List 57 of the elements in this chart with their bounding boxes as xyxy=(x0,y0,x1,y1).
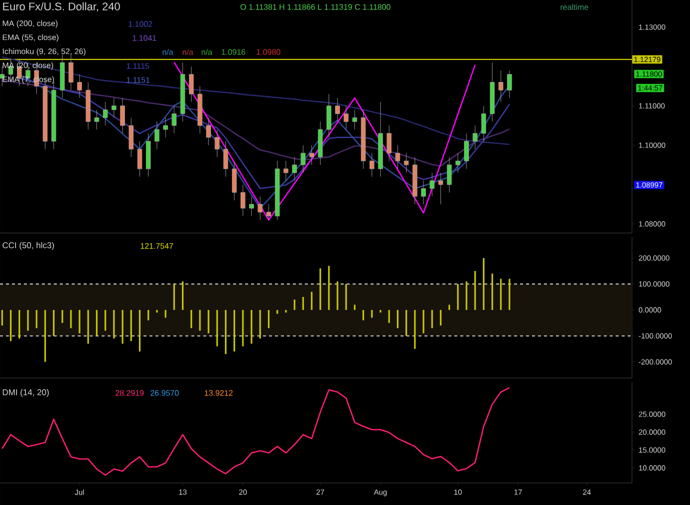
candlestick xyxy=(395,144,400,170)
candlestick xyxy=(490,62,495,122)
candlestick xyxy=(386,125,392,162)
candlestick xyxy=(68,54,74,90)
candlestick xyxy=(214,129,220,158)
candlestick xyxy=(412,156,418,204)
candlestick xyxy=(77,74,82,98)
candlestick xyxy=(232,160,237,201)
candlestick xyxy=(163,117,168,138)
candlestick xyxy=(146,133,151,177)
chart-title: Euro Fx/U.S. Dollar, 240 xyxy=(3,2,120,12)
candlestick xyxy=(274,160,280,220)
candlestick xyxy=(60,54,65,98)
candlestick xyxy=(258,196,263,220)
candlestick xyxy=(292,156,297,181)
candlestick xyxy=(481,106,486,142)
candlestick xyxy=(464,133,469,170)
candlestick xyxy=(120,98,125,134)
candlestick xyxy=(326,94,332,138)
candlestick xyxy=(318,121,323,166)
candlestick xyxy=(404,152,409,174)
candlestick xyxy=(360,110,366,170)
candlestick xyxy=(94,110,100,130)
candlestick xyxy=(206,117,211,146)
candlestick xyxy=(188,66,194,102)
candlestick xyxy=(344,106,348,130)
candlestick xyxy=(309,144,314,166)
candlestick xyxy=(198,86,202,134)
candlestick xyxy=(498,70,504,102)
candlestick xyxy=(455,152,460,174)
candlestick xyxy=(249,196,254,216)
candlestick xyxy=(335,98,340,122)
candlestick xyxy=(266,204,272,220)
candlestick xyxy=(507,70,512,98)
text: DMI (14, 20) xyxy=(2,389,49,397)
candlestick xyxy=(180,62,186,122)
candlestick xyxy=(128,117,134,158)
candlestick xyxy=(112,98,116,118)
candlestick xyxy=(172,106,177,134)
candlestick xyxy=(369,152,374,177)
candlestick xyxy=(421,180,426,204)
candlestick xyxy=(472,125,478,150)
candlestick xyxy=(154,121,160,150)
candlestick xyxy=(378,102,383,177)
line-series xyxy=(2,387,510,476)
candlestick xyxy=(430,172,434,197)
candlestick xyxy=(300,144,306,174)
candlestick xyxy=(446,156,452,193)
candlestick xyxy=(223,141,228,177)
candlestick xyxy=(137,141,142,177)
candlestick xyxy=(352,110,358,130)
candlestick xyxy=(284,160,288,181)
candlestick xyxy=(438,172,444,204)
candlestick xyxy=(102,102,108,126)
text: CCI (50, hlc3) xyxy=(2,242,54,250)
candlestick xyxy=(240,184,246,216)
candlestick xyxy=(86,82,91,130)
